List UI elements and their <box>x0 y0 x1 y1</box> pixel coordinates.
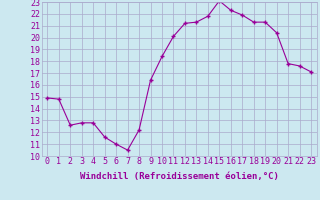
X-axis label: Windchill (Refroidissement éolien,°C): Windchill (Refroidissement éolien,°C) <box>80 172 279 181</box>
